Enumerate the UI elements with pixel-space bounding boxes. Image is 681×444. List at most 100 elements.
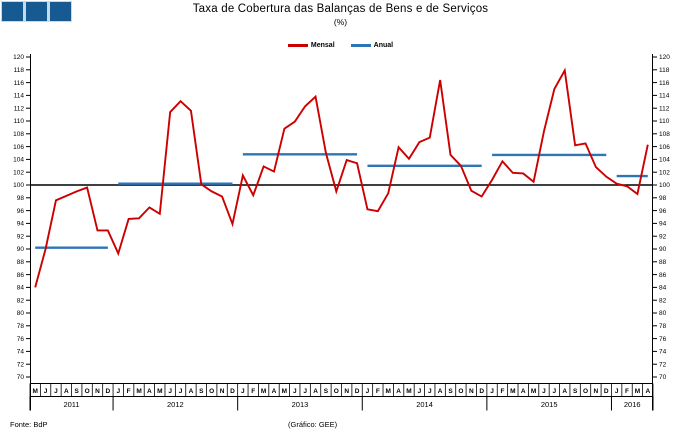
svg-text:A: A — [189, 388, 194, 395]
svg-text:D: D — [604, 388, 609, 395]
legend-label-anual: Anual — [373, 42, 394, 49]
svg-text:70: 70 — [17, 374, 25, 381]
svg-text:2015: 2015 — [541, 400, 558, 409]
svg-text:120: 120 — [659, 54, 670, 61]
chart-subtitle: (%) — [333, 17, 348, 27]
svg-text:D: D — [106, 388, 111, 395]
year-axis: 2011 2012 2013 2014 2015 2016 — [29, 396, 654, 411]
svg-text:72: 72 — [659, 361, 667, 368]
svg-text:104: 104 — [13, 157, 24, 164]
svg-text:J: J — [303, 388, 307, 395]
svg-text:106: 106 — [659, 144, 670, 151]
svg-text:86: 86 — [659, 272, 667, 279]
svg-text:86: 86 — [17, 272, 25, 279]
svg-text:76: 76 — [659, 336, 667, 343]
mensal-line-swatch — [287, 44, 308, 47]
svg-text:96: 96 — [659, 208, 667, 215]
svg-text:O: O — [209, 388, 214, 395]
svg-text:M: M — [406, 388, 411, 395]
anual-line-swatch — [350, 44, 371, 47]
svg-text:82: 82 — [659, 297, 667, 304]
svg-text:100: 100 — [13, 182, 24, 189]
svg-text:88: 88 — [17, 259, 25, 266]
legend: Mensal Anual — [0, 42, 681, 49]
svg-text:D: D — [355, 388, 360, 395]
credit-note: (Gráfico: GEE) — [288, 420, 338, 429]
svg-text:J: J — [542, 388, 546, 395]
svg-text:80: 80 — [659, 310, 667, 317]
svg-text:84: 84 — [659, 285, 667, 292]
svg-text:O: O — [458, 388, 463, 395]
svg-text:88: 88 — [659, 259, 667, 266]
svg-text:J: J — [241, 388, 245, 395]
svg-text:A: A — [396, 388, 401, 395]
svg-text:2013: 2013 — [292, 400, 309, 409]
svg-text:108: 108 — [13, 131, 24, 138]
svg-text:120: 120 — [13, 54, 24, 61]
svg-text:J: J — [615, 388, 619, 395]
legend-item-anual: Anual — [350, 42, 394, 49]
svg-text:116: 116 — [659, 80, 670, 87]
svg-text:110: 110 — [14, 118, 25, 125]
svg-text:M: M — [282, 388, 287, 395]
source-note: Fonte: BdP — [10, 420, 48, 429]
svg-text:O: O — [583, 388, 588, 395]
logo — [1, 1, 72, 22]
svg-text:M: M — [635, 388, 640, 395]
svg-text:118: 118 — [14, 67, 25, 74]
svg-text:2012: 2012 — [167, 400, 184, 409]
anual-segments — [35, 153, 648, 249]
svg-text:S: S — [573, 388, 578, 395]
svg-text:82: 82 — [17, 297, 25, 304]
mensal-line — [34, 67, 649, 288]
svg-text:114: 114 — [14, 93, 25, 100]
svg-text:S: S — [199, 388, 204, 395]
svg-text:92: 92 — [659, 233, 667, 240]
svg-text:J: J — [418, 388, 422, 395]
svg-text:F: F — [625, 388, 629, 395]
svg-text:F: F — [500, 388, 504, 395]
svg-text:94: 94 — [659, 221, 667, 228]
svg-text:S: S — [75, 388, 80, 395]
svg-text:J: J — [553, 388, 557, 395]
svg-text:84: 84 — [17, 285, 25, 292]
svg-text:74: 74 — [17, 349, 25, 356]
svg-text:A: A — [272, 388, 277, 395]
svg-text:A: A — [313, 388, 318, 395]
svg-text:J: J — [116, 388, 120, 395]
svg-text:102: 102 — [13, 169, 24, 176]
svg-text:74: 74 — [659, 349, 667, 356]
svg-text:A: A — [562, 388, 567, 395]
svg-text:M: M — [510, 388, 515, 395]
svg-text:M: M — [261, 388, 266, 395]
svg-text:2016: 2016 — [624, 400, 641, 409]
svg-text:M: M — [157, 388, 162, 395]
svg-text:110: 110 — [659, 118, 670, 125]
svg-text:N: N — [220, 388, 225, 395]
svg-text:M: M — [386, 388, 391, 395]
svg-text:O: O — [334, 388, 339, 395]
svg-text:S: S — [324, 388, 329, 395]
svg-text:A: A — [645, 388, 650, 395]
svg-text:106: 106 — [13, 144, 24, 151]
svg-text:J: J — [428, 388, 432, 395]
svg-text:O: O — [85, 388, 90, 395]
svg-text:98: 98 — [659, 195, 667, 202]
svg-text:112: 112 — [14, 105, 25, 112]
svg-text:F: F — [376, 388, 380, 395]
svg-text:2011: 2011 — [63, 400, 79, 409]
svg-text:M: M — [531, 388, 536, 395]
svg-text:N: N — [594, 388, 599, 395]
svg-text:104: 104 — [659, 157, 670, 164]
svg-text:92: 92 — [17, 233, 25, 240]
svg-text:70: 70 — [659, 374, 667, 381]
logo-square — [50, 2, 71, 21]
svg-text:J: J — [293, 388, 297, 395]
svg-text:A: A — [521, 388, 526, 395]
svg-text:M: M — [32, 388, 37, 395]
svg-text:78: 78 — [17, 323, 25, 330]
svg-text:108: 108 — [659, 131, 670, 138]
svg-text:114: 114 — [659, 93, 670, 100]
